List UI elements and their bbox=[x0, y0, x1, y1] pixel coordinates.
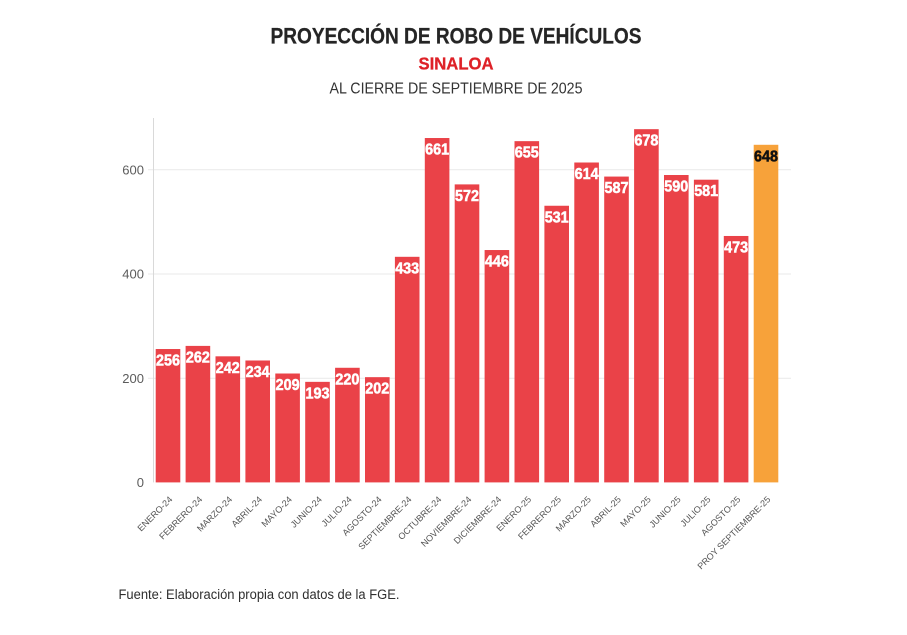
svg-text:473: 473 bbox=[724, 239, 748, 256]
svg-text:Fuente: Elaboración propia con: Fuente: Elaboración propia con datos de … bbox=[119, 587, 400, 602]
svg-text:193: 193 bbox=[306, 385, 330, 402]
svg-text:572: 572 bbox=[455, 188, 479, 205]
svg-text:531: 531 bbox=[545, 209, 569, 226]
svg-text:220: 220 bbox=[335, 371, 359, 388]
svg-text:SINALOA: SINALOA bbox=[419, 54, 494, 74]
svg-text:648: 648 bbox=[754, 148, 778, 165]
svg-text:600: 600 bbox=[122, 162, 144, 177]
svg-text:400: 400 bbox=[122, 267, 144, 282]
svg-text:678: 678 bbox=[634, 133, 658, 150]
svg-text:581: 581 bbox=[694, 183, 718, 200]
svg-text:433: 433 bbox=[395, 260, 419, 277]
svg-text:AL CIERRE DE SEPTIEMBRE DE 202: AL CIERRE DE SEPTIEMBRE DE 2025 bbox=[330, 81, 583, 98]
svg-text:655: 655 bbox=[515, 145, 539, 162]
svg-text:256: 256 bbox=[156, 353, 180, 370]
svg-text:614: 614 bbox=[575, 166, 599, 183]
svg-text:587: 587 bbox=[605, 180, 629, 197]
svg-text:661: 661 bbox=[425, 142, 449, 159]
svg-text:209: 209 bbox=[276, 377, 300, 394]
svg-text:PROYECCIÓN DE ROBO DE VEHÍCULO: PROYECCIÓN DE ROBO DE VEHÍCULOS bbox=[271, 24, 642, 49]
svg-text:446: 446 bbox=[485, 254, 509, 271]
svg-text:0: 0 bbox=[137, 475, 144, 490]
svg-text:202: 202 bbox=[365, 381, 389, 398]
svg-text:200: 200 bbox=[122, 371, 144, 386]
svg-text:590: 590 bbox=[664, 179, 688, 196]
svg-text:234: 234 bbox=[246, 364, 270, 381]
svg-text:262: 262 bbox=[186, 349, 210, 366]
svg-text:242: 242 bbox=[216, 360, 240, 377]
